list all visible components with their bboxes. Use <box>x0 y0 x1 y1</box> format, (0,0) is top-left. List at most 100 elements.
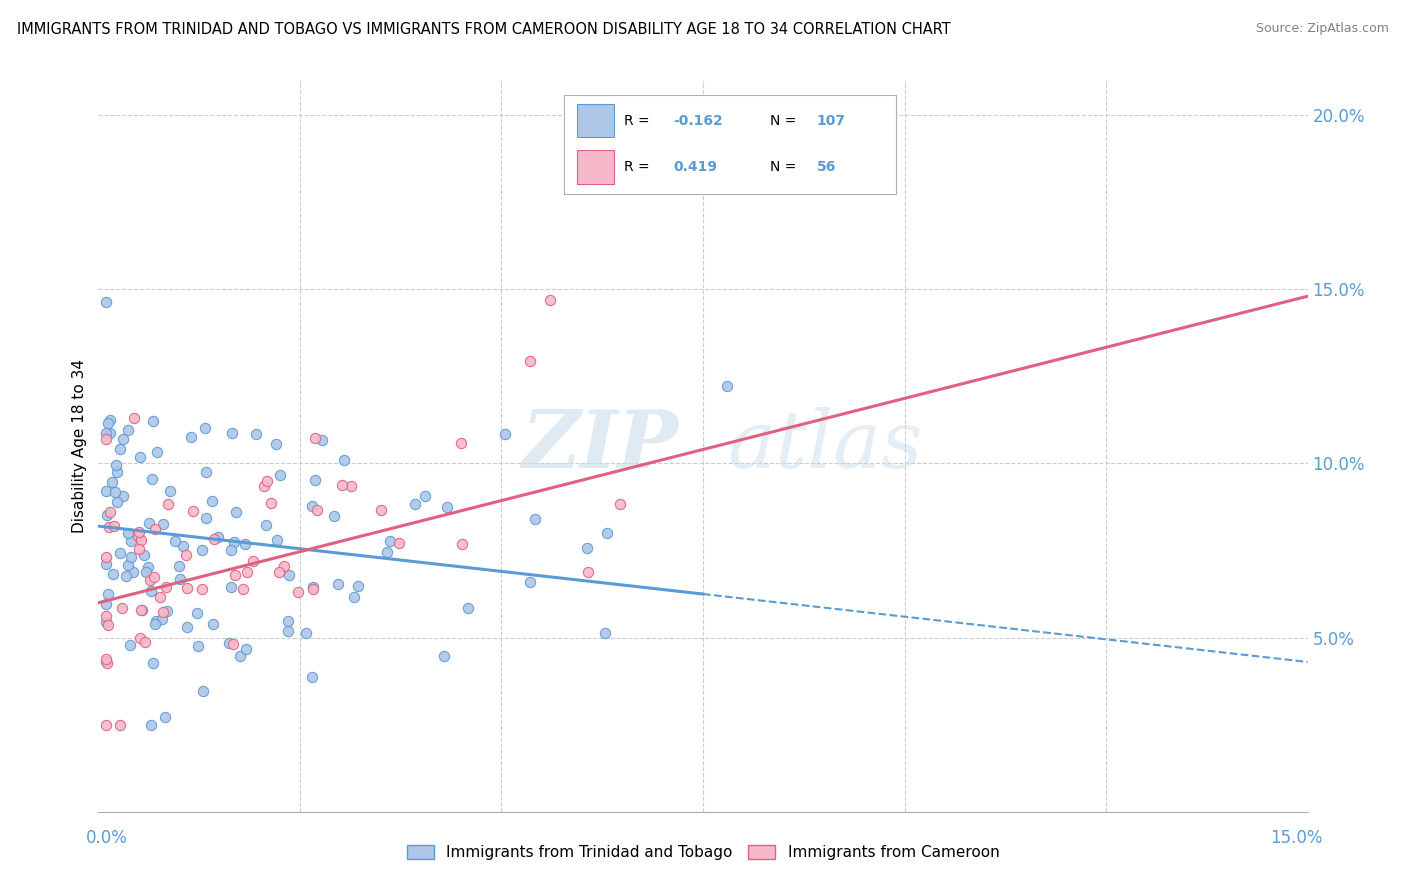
Point <box>155 580 177 594</box>
Point <box>277 624 299 639</box>
Point <box>138 559 160 574</box>
Point <box>451 537 474 551</box>
Point <box>114 569 136 583</box>
Point <box>96 426 118 441</box>
Point <box>145 617 167 632</box>
Point <box>380 533 402 548</box>
Point <box>190 582 212 596</box>
Point <box>187 639 209 653</box>
Point <box>96 432 118 446</box>
Point <box>120 638 142 652</box>
Legend: Immigrants from Trinidad and Tobago, Immigrants from Cameroon: Immigrants from Trinidad and Tobago, Imm… <box>401 839 1005 866</box>
Point <box>301 670 323 684</box>
Point <box>576 565 599 579</box>
Point <box>332 453 354 467</box>
Point <box>194 466 217 480</box>
Point <box>224 568 246 582</box>
Point <box>193 684 215 698</box>
Point <box>96 597 118 611</box>
Point <box>128 631 150 645</box>
Point <box>202 533 225 547</box>
Point <box>225 505 247 519</box>
Point <box>302 582 325 596</box>
Point <box>98 425 121 440</box>
Point <box>105 495 128 509</box>
Point <box>295 626 318 640</box>
Point <box>219 580 242 594</box>
Point <box>233 537 256 551</box>
Point <box>141 472 163 486</box>
Point <box>269 468 291 483</box>
Point <box>370 503 392 517</box>
Point <box>97 520 120 534</box>
Point <box>152 605 174 619</box>
Point <box>117 423 139 437</box>
Point <box>253 479 276 493</box>
Point <box>413 490 436 504</box>
Point <box>236 565 259 579</box>
Point <box>105 458 128 473</box>
Point <box>202 617 225 632</box>
Point <box>176 581 198 595</box>
Point <box>576 541 599 555</box>
Point <box>152 612 174 626</box>
Point <box>388 535 411 549</box>
Point <box>219 542 242 557</box>
Point <box>127 529 149 543</box>
Point <box>404 497 426 511</box>
Point <box>311 433 333 447</box>
Point <box>519 575 541 590</box>
Point <box>139 573 162 587</box>
Text: IMMIGRANTS FROM TRINIDAD AND TOBAGO VS IMMIGRANTS FROM CAMEROON DISABILITY AGE 1: IMMIGRANTS FROM TRINIDAD AND TOBAGO VS I… <box>17 22 950 37</box>
Point <box>142 414 165 428</box>
Text: atlas: atlas <box>727 408 922 484</box>
Point <box>96 549 118 564</box>
Point <box>138 516 160 531</box>
Point <box>174 549 197 563</box>
Point <box>98 413 121 427</box>
Point <box>218 635 240 649</box>
Point <box>104 484 127 499</box>
Point <box>221 425 243 440</box>
Point <box>194 421 217 435</box>
Point <box>96 717 118 731</box>
Point <box>120 534 142 549</box>
Text: 15.0%: 15.0% <box>1270 829 1323 847</box>
Point <box>97 587 120 601</box>
Point <box>190 543 212 558</box>
Point <box>112 489 135 503</box>
Point <box>304 431 326 445</box>
Point <box>165 533 187 548</box>
Point <box>266 437 288 451</box>
Point <box>232 582 254 596</box>
Point <box>596 526 619 541</box>
Point <box>169 558 191 573</box>
Point <box>129 603 152 617</box>
Point <box>304 473 326 487</box>
Point <box>145 614 167 628</box>
Point <box>322 509 344 524</box>
Point <box>117 558 139 572</box>
Point <box>287 585 309 599</box>
Point <box>172 539 194 553</box>
Point <box>242 554 264 568</box>
Point <box>103 519 125 533</box>
Point <box>101 475 124 489</box>
Point <box>302 580 325 594</box>
Point <box>98 505 121 519</box>
Text: ZIP: ZIP <box>522 408 679 484</box>
Text: Source: ZipAtlas.com: Source: ZipAtlas.com <box>1256 22 1389 36</box>
Point <box>269 566 291 580</box>
Point <box>716 379 738 393</box>
Point <box>176 620 198 634</box>
Point <box>159 483 181 498</box>
Point <box>609 497 631 511</box>
Point <box>105 466 128 480</box>
Point <box>111 600 134 615</box>
Point <box>143 522 166 536</box>
Point <box>155 605 177 619</box>
Point <box>254 518 277 533</box>
Point <box>260 496 283 510</box>
Point <box>346 579 368 593</box>
Point <box>457 600 479 615</box>
